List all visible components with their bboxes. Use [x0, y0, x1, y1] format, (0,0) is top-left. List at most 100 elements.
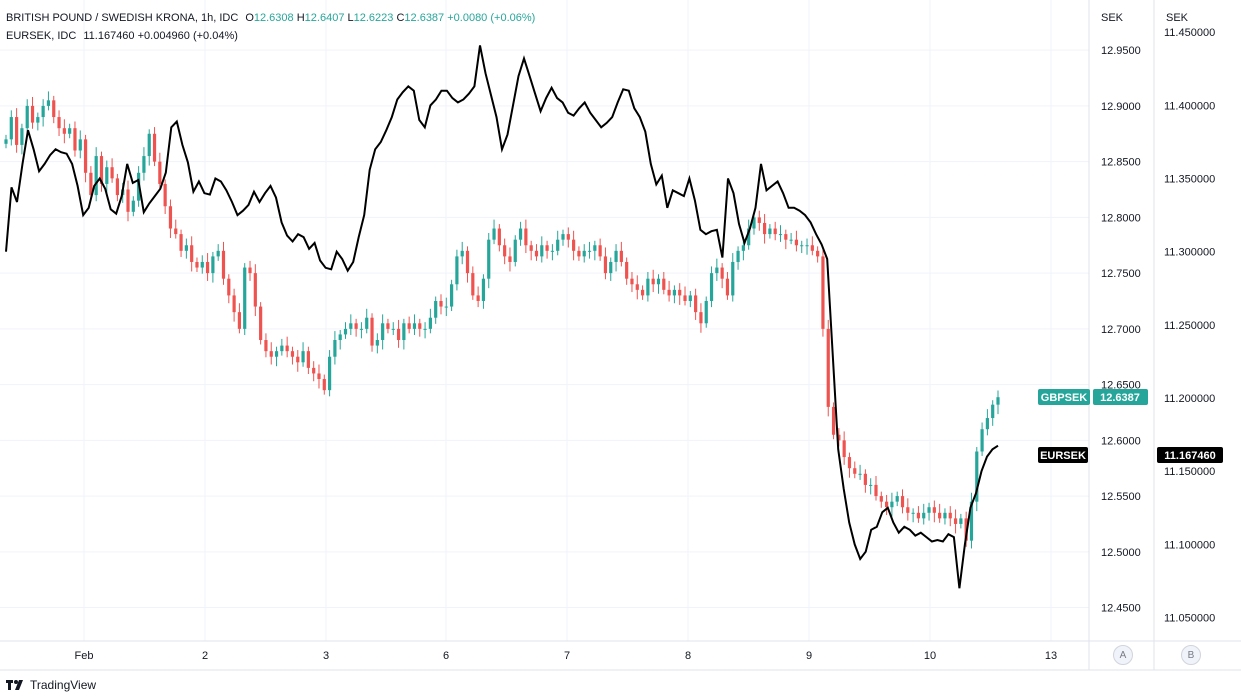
candle	[911, 508, 915, 523]
eursek-legend: EURSEK, IDC 11.167460 +0.004960 (+0.04%)	[6, 30, 238, 43]
candle	[205, 253, 210, 281]
candle	[375, 333, 379, 354]
candle	[237, 303, 242, 334]
candle	[709, 266, 714, 308]
candle	[640, 285, 645, 300]
eursek-symbol[interactable]: EURSEK, IDC	[6, 30, 77, 42]
candle-body	[985, 418, 989, 430]
candle-body	[237, 312, 242, 329]
candle	[540, 236, 544, 263]
candle-body	[152, 133, 157, 162]
candle	[396, 319, 401, 348]
candle	[227, 274, 231, 304]
candle	[550, 244, 554, 261]
candle	[301, 342, 305, 367]
candle	[179, 229, 183, 257]
candle	[126, 180, 130, 222]
candle-body	[959, 518, 963, 524]
candle-body	[434, 300, 438, 318]
candle-body	[131, 200, 135, 212]
candle-body	[253, 273, 257, 307]
candle-body	[105, 167, 109, 184]
candle-body	[932, 507, 936, 513]
candle	[953, 509, 958, 534]
candle-body	[853, 468, 857, 474]
candle-body	[110, 167, 114, 179]
candle-body	[163, 183, 167, 207]
candle-body	[513, 239, 517, 262]
candle-body	[704, 300, 708, 324]
candle	[773, 221, 777, 241]
candle-body	[534, 250, 539, 257]
candle	[821, 249, 825, 337]
candle	[41, 99, 45, 127]
candle	[386, 318, 390, 334]
candle	[943, 508, 947, 525]
candle	[529, 240, 533, 261]
candle	[842, 431, 846, 465]
candle	[296, 350, 300, 372]
candle-body	[566, 234, 570, 240]
candle	[847, 452, 852, 478]
gbpsek-symbol[interactable]: BRITISH POUND / SWEDISH KRONA, 1h, IDC	[6, 12, 239, 24]
candle-body	[715, 267, 719, 274]
candle-body	[625, 261, 629, 279]
candle-body	[359, 328, 364, 330]
candle	[444, 297, 448, 317]
candle	[73, 121, 77, 157]
candle-body	[943, 512, 947, 519]
x-tick: Feb	[75, 650, 94, 662]
chart-grid	[0, 0, 1089, 641]
candle-body	[890, 501, 894, 508]
candle	[15, 108, 19, 153]
scale-b-button[interactable]: B	[1181, 645, 1201, 665]
auto-scale-button[interactable]: A	[1113, 645, 1133, 665]
candle	[503, 238, 507, 265]
candle	[895, 491, 899, 507]
candle-body	[800, 245, 804, 247]
candle	[327, 350, 332, 397]
candle	[290, 346, 295, 365]
x-tick: 9	[806, 650, 812, 662]
candle-body	[736, 250, 740, 262]
candle-body	[465, 250, 470, 274]
candle-body	[948, 512, 952, 519]
tradingview-footer[interactable]: TradingView	[6, 678, 96, 692]
candle-body	[895, 496, 899, 502]
candle-body	[672, 289, 677, 296]
candle-body	[386, 323, 390, 329]
candle	[52, 95, 56, 124]
candle-body	[577, 250, 581, 257]
candle-body	[450, 284, 454, 307]
candle	[57, 110, 61, 137]
candle-body	[370, 317, 374, 346]
candle-body	[540, 245, 544, 257]
candle-body	[269, 351, 273, 357]
candle-body	[678, 289, 682, 296]
candle	[556, 230, 560, 256]
y-tick-left: 12.9500	[1101, 45, 1141, 57]
candle	[561, 229, 565, 246]
eursek-value: 11.167460	[83, 30, 135, 42]
candle	[651, 269, 655, 293]
candle	[831, 402, 836, 440]
candle	[174, 219, 178, 239]
candle-body	[52, 100, 56, 118]
candle-body	[598, 245, 602, 257]
candle-body	[15, 117, 19, 145]
candle	[810, 236, 814, 256]
candle	[863, 469, 867, 493]
candle-body	[158, 161, 162, 184]
x-tick: 2	[202, 650, 208, 662]
candle-body	[699, 312, 703, 324]
candle	[959, 513, 963, 529]
candle	[619, 241, 623, 267]
candle	[593, 240, 597, 261]
eursek-tag-name: EURSEK	[1040, 450, 1086, 462]
candle-body	[842, 440, 846, 458]
candle	[476, 286, 480, 308]
candle-body	[487, 239, 491, 279]
candle-body	[312, 367, 316, 374]
candle-body	[789, 239, 793, 241]
